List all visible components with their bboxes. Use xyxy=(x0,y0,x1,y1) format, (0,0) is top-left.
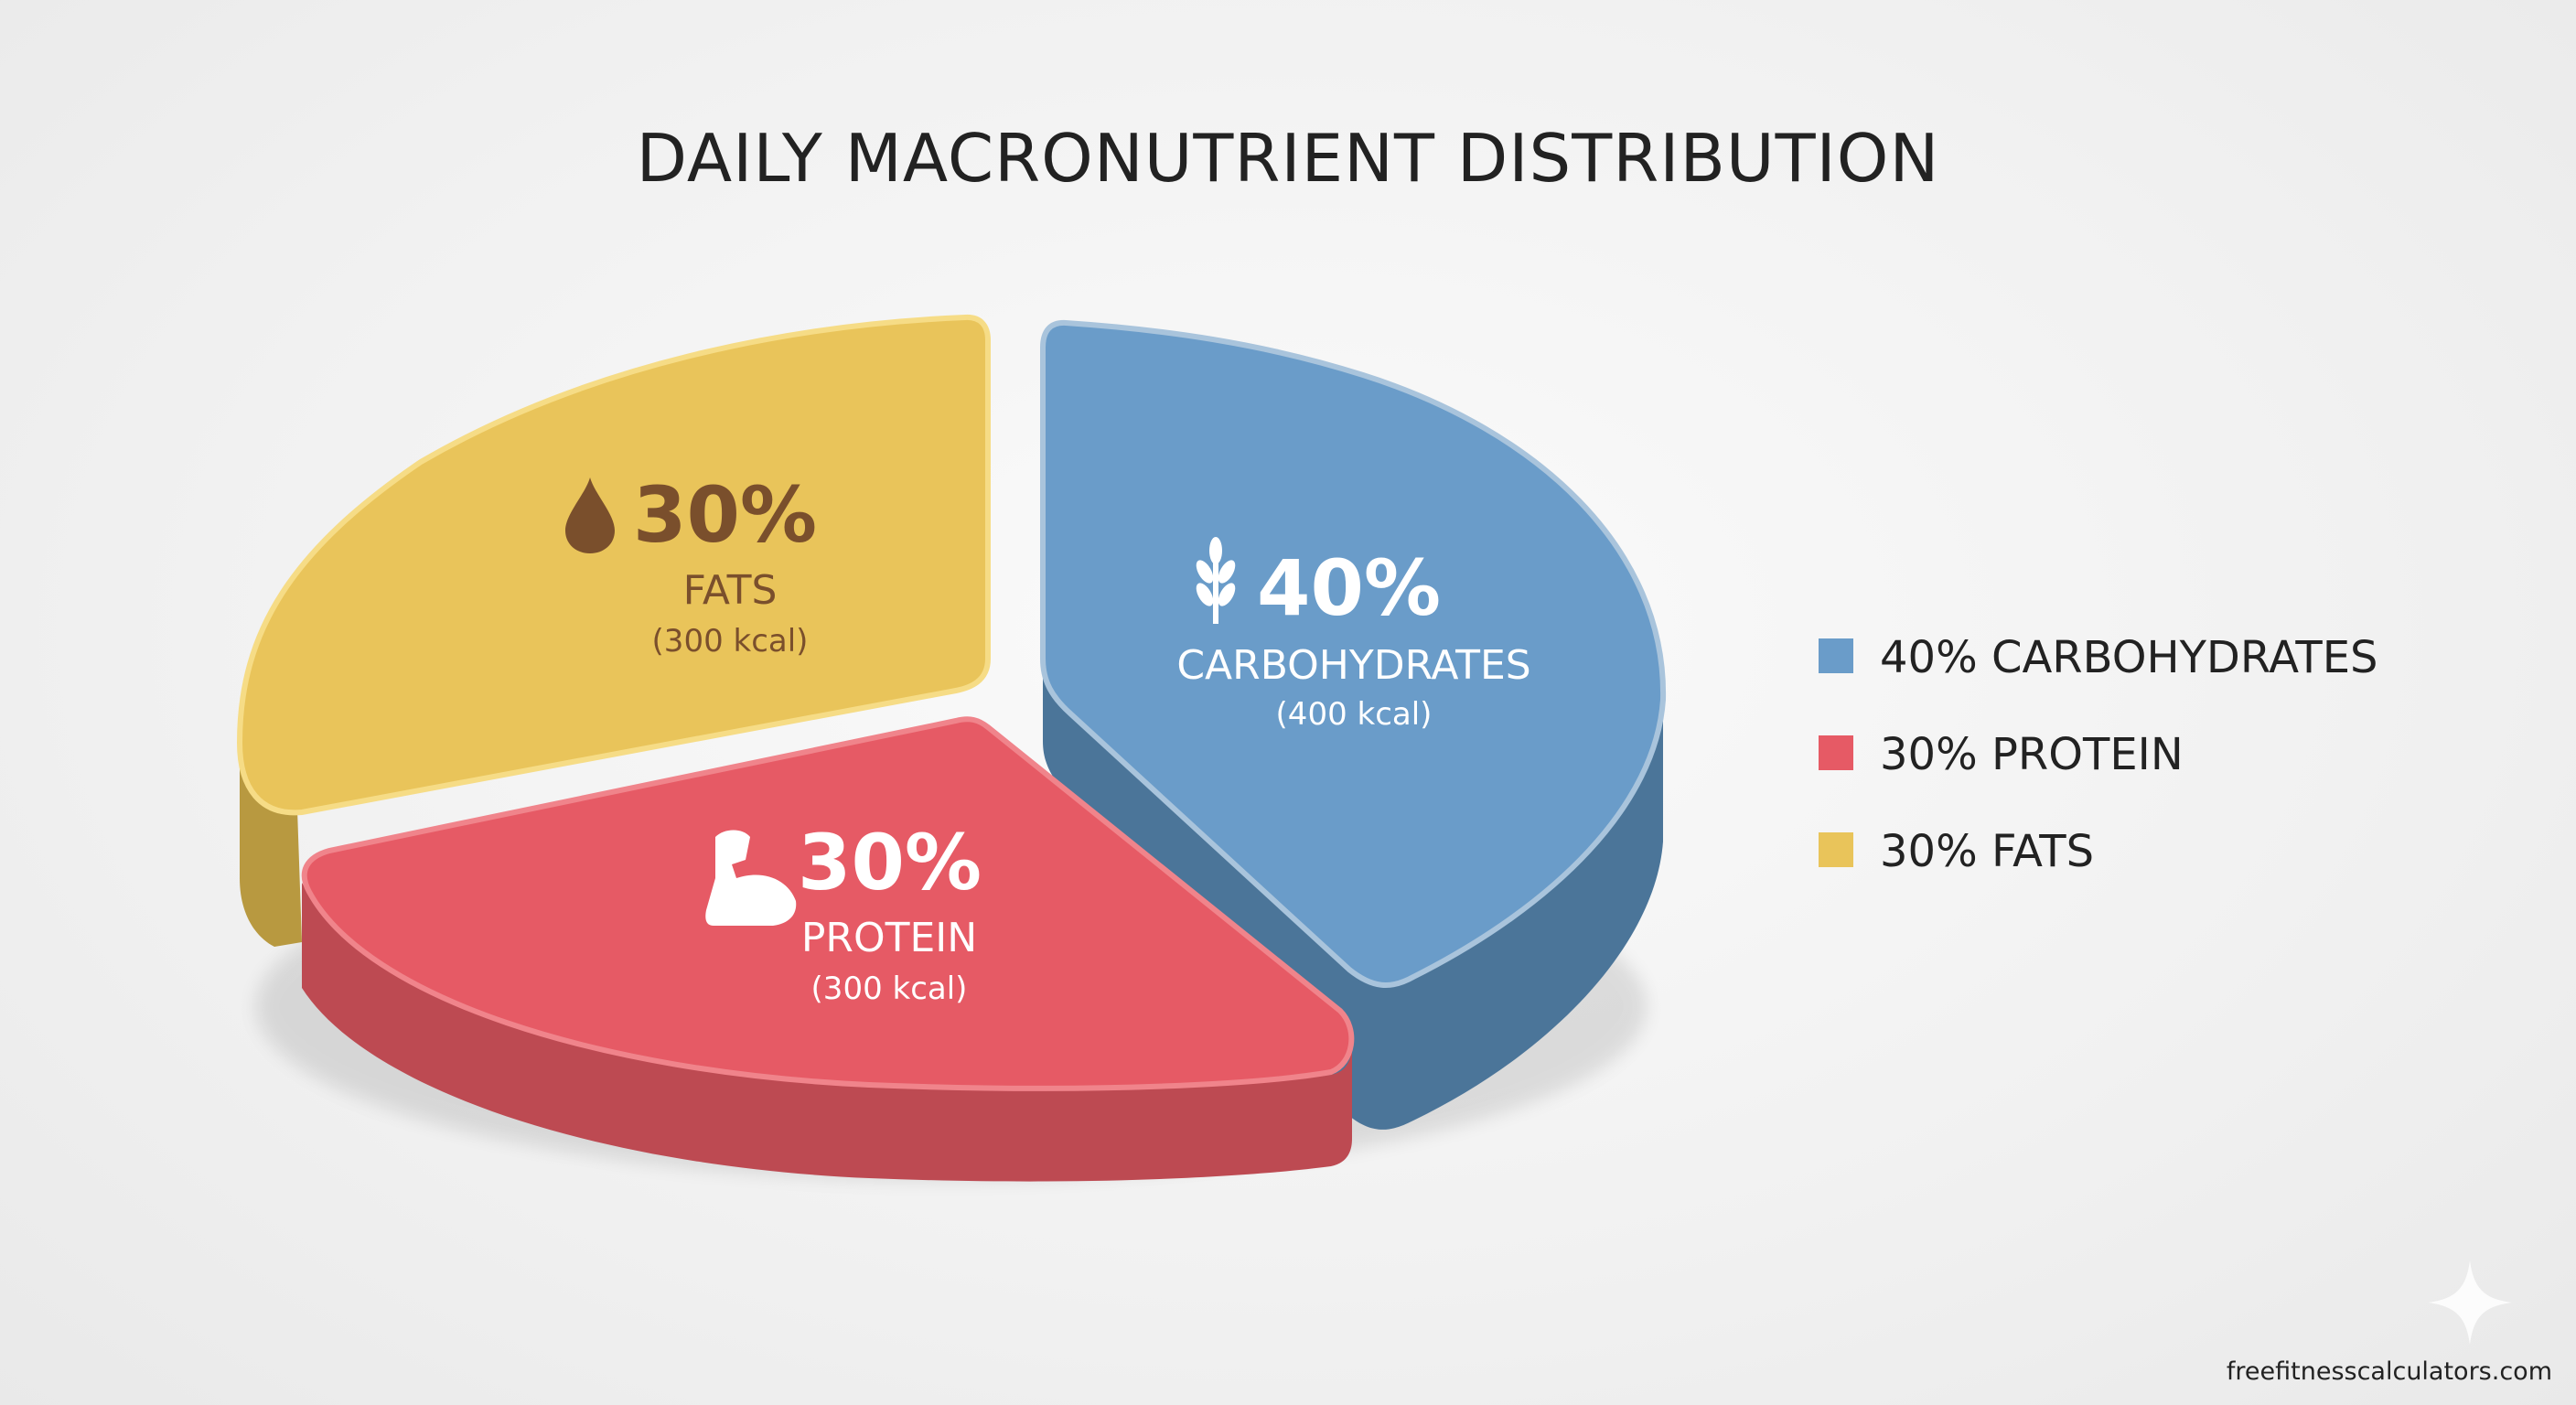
legend-swatch-carbohydrates xyxy=(1819,638,1853,673)
carbohydrates-percent-label: 40% xyxy=(1257,543,1441,633)
protein-percent-label: 30% xyxy=(798,818,982,907)
legend-item-protein: 30% PROTEIN xyxy=(1819,729,2184,780)
chart-title: DAILY MACRONUTRIENT DISTRIBUTION xyxy=(637,120,1940,197)
slice-protein xyxy=(301,716,1355,1182)
fats-percent-label: 30% xyxy=(633,470,817,560)
slice-carbohydrates-top xyxy=(1040,319,1667,989)
flexed-arm-icon xyxy=(705,830,797,926)
carbohydrates-label-group: 40% CARBOHYDRATES (400 kcal) xyxy=(1176,537,1531,733)
legend-swatch-protein xyxy=(1819,735,1853,770)
slice-carbohydrates xyxy=(1040,319,1667,1130)
slice-carbohydrates-side xyxy=(1043,659,1663,1130)
droplet-icon xyxy=(565,477,615,553)
fats-label-group: 30% FATS (300 kcal) xyxy=(565,470,817,660)
wheat-icon xyxy=(1196,537,1236,624)
legend-label-fats: 30% FATS xyxy=(1880,826,2094,877)
legend-item-carbohydrates: 40% CARBOHYDRATES xyxy=(1819,632,2378,683)
legend-item-fats: 30% FATS xyxy=(1819,826,2094,877)
carbohydrates-name-label: CARBOHYDRATES xyxy=(1176,642,1530,689)
slice-fats xyxy=(236,314,991,947)
slice-protein-side xyxy=(302,883,1352,1182)
sparkle-icon xyxy=(2428,1260,2512,1345)
legend-label-protein: 30% PROTEIN xyxy=(1880,729,2184,780)
legend-label-carbohydrates: 40% CARBOHYDRATES xyxy=(1880,632,2378,683)
legend-swatch-fats xyxy=(1819,832,1853,867)
legend: 40% CARBOHYDRATES 30% PROTEIN 30% FATS xyxy=(1819,632,2378,877)
fats-name-label: FATS xyxy=(683,567,778,614)
protein-label-group: 30% PROTEIN (300 kcal) xyxy=(705,818,982,1007)
slice-protein-top xyxy=(301,716,1355,1091)
protein-name-label: PROTEIN xyxy=(801,915,977,961)
carbohydrates-kcal-label: (400 kcal) xyxy=(1276,696,1433,733)
slice-fats-top xyxy=(236,314,991,816)
footer-source: freefitnesscalculators.com xyxy=(2227,1357,2552,1386)
protein-kcal-label: (300 kcal) xyxy=(811,971,968,1007)
fats-kcal-label: (300 kcal) xyxy=(652,623,809,660)
